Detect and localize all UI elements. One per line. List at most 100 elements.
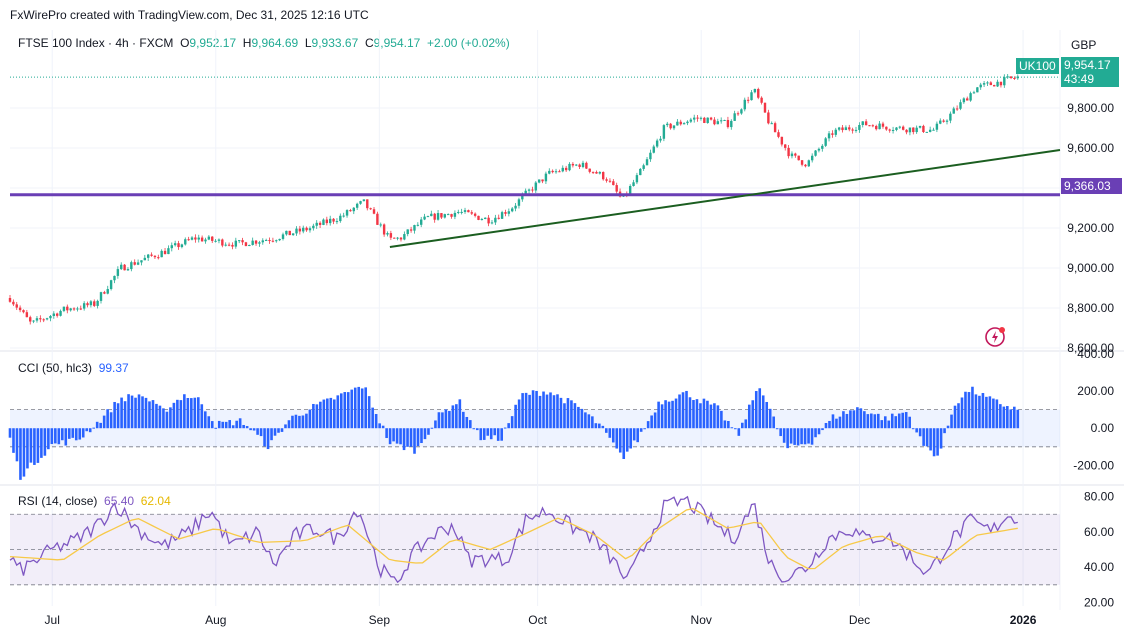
candle-body [999, 81, 1003, 86]
candle-body [976, 87, 979, 93]
cci-bar [444, 409, 448, 429]
candle-body [706, 117, 709, 123]
candle-body [484, 217, 487, 220]
cci-bar [870, 413, 873, 429]
cci-bar [549, 392, 552, 429]
candle-body [389, 233, 393, 238]
candle-body [558, 171, 561, 173]
lightning-alert-icon[interactable] [984, 325, 1008, 349]
cci-bar [981, 393, 985, 429]
cci-bar [399, 428, 402, 445]
candle-body [72, 308, 76, 310]
candle-body [531, 189, 534, 191]
cci-bar [695, 399, 699, 429]
candle-body [699, 117, 703, 119]
high-value: 9,964.69 [251, 36, 299, 50]
cci-bar [61, 428, 64, 441]
candle-body [345, 210, 349, 216]
cci-bar [78, 428, 82, 440]
candle-body [652, 146, 655, 153]
candle-body [29, 317, 32, 322]
price-tick-label: 9,000.00 [1067, 261, 1114, 275]
cci-bar [960, 397, 964, 429]
candle-body [190, 237, 194, 240]
cci-bar [423, 428, 427, 440]
candle-body [942, 120, 945, 122]
cci-bar [305, 413, 308, 429]
candle-body [777, 132, 780, 137]
candle-body [628, 185, 632, 195]
candle-body [258, 242, 261, 244]
candle-body [339, 215, 342, 222]
cci-bar [915, 428, 918, 433]
cci-bar [22, 428, 26, 477]
candle-body [517, 199, 521, 206]
cci-bar [807, 428, 810, 444]
cci-bar [350, 389, 354, 429]
cci-bar [545, 394, 549, 429]
candle-body [824, 138, 827, 146]
candle-body [35, 318, 39, 321]
cci-bar [521, 393, 524, 429]
candle-body [932, 129, 935, 131]
cci-bar [918, 428, 922, 437]
candle-body [251, 240, 254, 245]
cci-bar [723, 420, 727, 429]
cci-bar [674, 398, 678, 429]
symbol-tag: UK100 [1016, 58, 1059, 74]
cci-bar [47, 428, 50, 450]
cci-bar [650, 415, 653, 429]
cci-bar [657, 401, 660, 429]
cci-bar [702, 398, 706, 429]
cci-bar [214, 427, 218, 429]
cci-bar [643, 428, 646, 430]
candle-body [645, 159, 649, 166]
candle-body [490, 222, 494, 224]
candle-body [1009, 76, 1013, 79]
candle-body [224, 244, 227, 246]
candle-body [804, 164, 807, 167]
candle-body [571, 163, 575, 166]
candle-body [62, 306, 66, 311]
cci-bar [810, 428, 814, 445]
cci-bar [1013, 406, 1016, 429]
cci-bar [964, 391, 967, 429]
candle-body [376, 213, 379, 225]
cci-bar [880, 420, 884, 429]
cci-bar [681, 392, 685, 429]
candle-body [352, 207, 355, 212]
candle-body [534, 182, 538, 191]
cci-bar [469, 420, 472, 429]
cci-bar [971, 386, 974, 429]
cci-bar [765, 401, 769, 429]
candle-body [254, 240, 258, 244]
cci-bar [339, 393, 343, 429]
cci-bar [831, 414, 835, 429]
candle-body [342, 215, 345, 217]
candle-body [52, 313, 56, 316]
cci-bar [974, 394, 978, 429]
candle-body [386, 233, 389, 235]
candle-body [187, 239, 190, 241]
cci-bar [953, 405, 957, 429]
candle-body [632, 182, 635, 186]
currency-label[interactable]: GBP [1071, 38, 1097, 52]
candlestick-series [8, 74, 1060, 325]
cci-bar [430, 427, 434, 429]
ohlc-legend: FTSE 100 Index · 4h · FXCM O9,952.17 H9,… [18, 36, 510, 50]
price-tick-label: 9,200.00 [1067, 221, 1114, 235]
cci-bar [294, 414, 298, 429]
line-price-tag: 9,366.03 [1061, 178, 1122, 194]
drawings[interactable] [10, 149, 1061, 248]
candle-body [851, 129, 854, 131]
candle-body [733, 113, 736, 121]
cci-bar [256, 428, 259, 435]
candle-body [591, 171, 595, 173]
cci-bar [922, 428, 925, 446]
cci-bar [238, 418, 242, 429]
cci-bar [618, 428, 622, 453]
symbol-label[interactable]: FTSE 100 Index · 4h · FXCM [18, 36, 174, 50]
cci-bar [625, 428, 629, 452]
price-tick-label: 8,800.00 [1067, 301, 1114, 315]
